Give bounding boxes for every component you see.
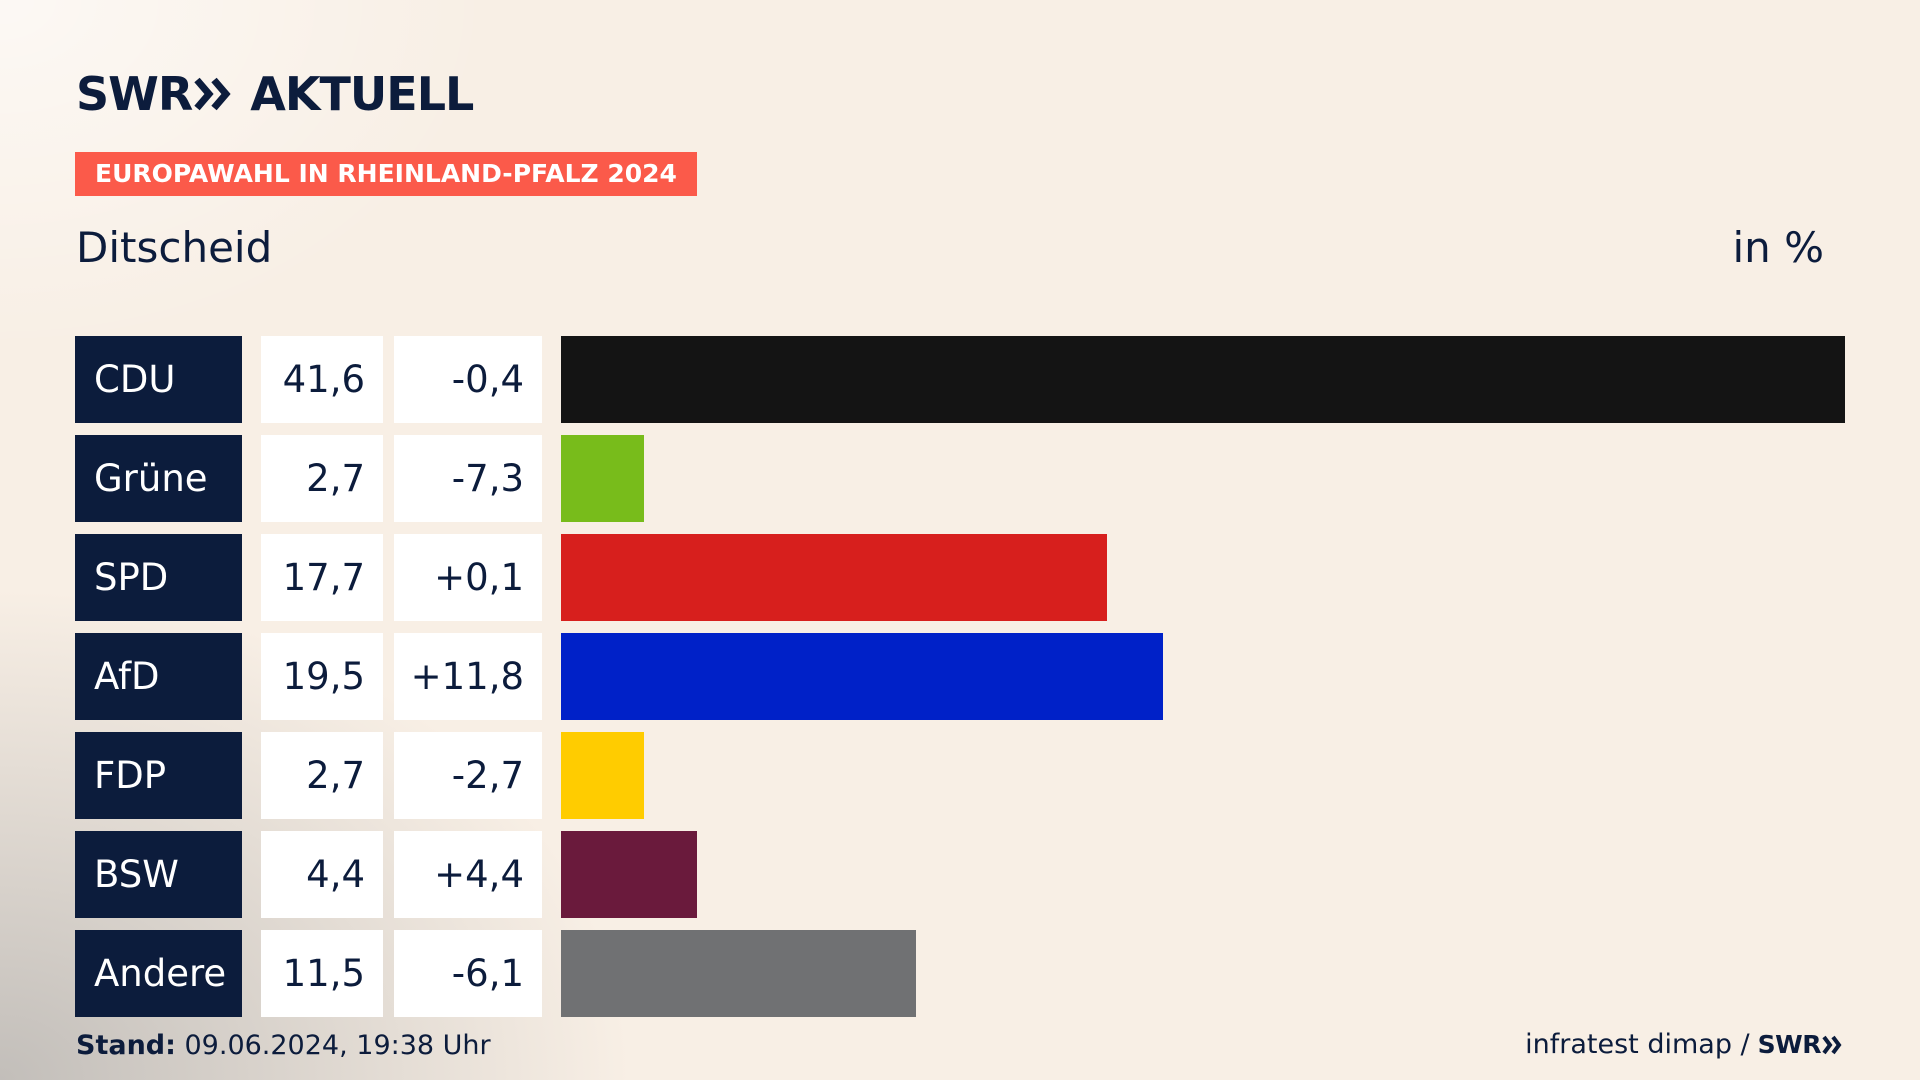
party-label: Grüne: [75, 435, 242, 522]
swr-aktuell-logo: SWR AKTUELL: [76, 66, 474, 122]
result-bar: [561, 435, 644, 522]
chart-subtitle: Ditscheid: [76, 223, 273, 272]
source-swr-logo: SWR: [1757, 1027, 1822, 1063]
change-label: -7,3: [394, 435, 542, 522]
result-row: Grüne 2,7 -7,3: [75, 435, 1845, 522]
party-label: Andere: [75, 930, 242, 1017]
result-bar: [561, 930, 916, 1017]
vote-share-label: 4,4: [261, 831, 383, 918]
result-row: BSW 4,4 +4,4: [75, 831, 1845, 918]
result-row: CDU 41,6 -0,4: [75, 336, 1845, 423]
party-label: BSW: [75, 831, 242, 918]
election-tag: EUROPAWAHL IN RHEINLAND-PFALZ 2024: [75, 152, 697, 196]
double-chevron-icon: [1822, 1035, 1844, 1055]
vote-share-label: 19,5: [261, 633, 383, 720]
source-swr-logo-text: SWR: [1757, 1030, 1822, 1059]
vote-share-label: 2,7: [261, 435, 383, 522]
source-text: infratest dimap /: [1525, 1029, 1750, 1060]
result-row: AfD 19,5 +11,8: [75, 633, 1845, 720]
result-bar: [561, 336, 1845, 423]
stand-label: Stand:: [76, 1030, 176, 1061]
result-bar: [561, 831, 697, 918]
party-label: CDU: [75, 336, 242, 423]
party-label: FDP: [75, 732, 242, 819]
logo-aktuell-text: AKTUELL: [250, 67, 474, 121]
result-row: Andere 11,5 -6,1: [75, 930, 1845, 1017]
change-label: +4,4: [394, 831, 542, 918]
result-bar: [561, 633, 1163, 720]
party-label: AfD: [75, 633, 242, 720]
vote-share-label: 11,5: [261, 930, 383, 1017]
result-bar: [561, 534, 1107, 621]
vote-share-label: 2,7: [261, 732, 383, 819]
results-chart: CDU 41,6 -0,4 Grüne 2,7 -7,3 SPD 17,7 +0,1 AfD 19,…: [75, 336, 1845, 1029]
stand-value: 09.06.2024, 19:38 Uhr: [175, 1030, 491, 1061]
result-bar: [561, 732, 644, 819]
party-label: SPD: [75, 534, 242, 621]
change-label: +0,1: [394, 534, 542, 621]
source-credit: infratest dimap / SWR: [1525, 1027, 1844, 1063]
double-chevron-icon: [194, 76, 234, 112]
change-label: -0,4: [394, 336, 542, 423]
timestamp: Stand: 09.06.2024, 19:38 Uhr: [76, 1028, 491, 1064]
vote-share-label: 41,6: [261, 336, 383, 423]
logo-swr-text: SWR: [76, 67, 193, 121]
result-row: FDP 2,7 -2,7: [75, 732, 1845, 819]
result-row: SPD 17,7 +0,1: [75, 534, 1845, 621]
change-label: +11,8: [394, 633, 542, 720]
change-label: -2,7: [394, 732, 542, 819]
vote-share-label: 17,7: [261, 534, 383, 621]
change-label: -6,1: [394, 930, 542, 1017]
unit-label: in %: [1732, 223, 1824, 272]
